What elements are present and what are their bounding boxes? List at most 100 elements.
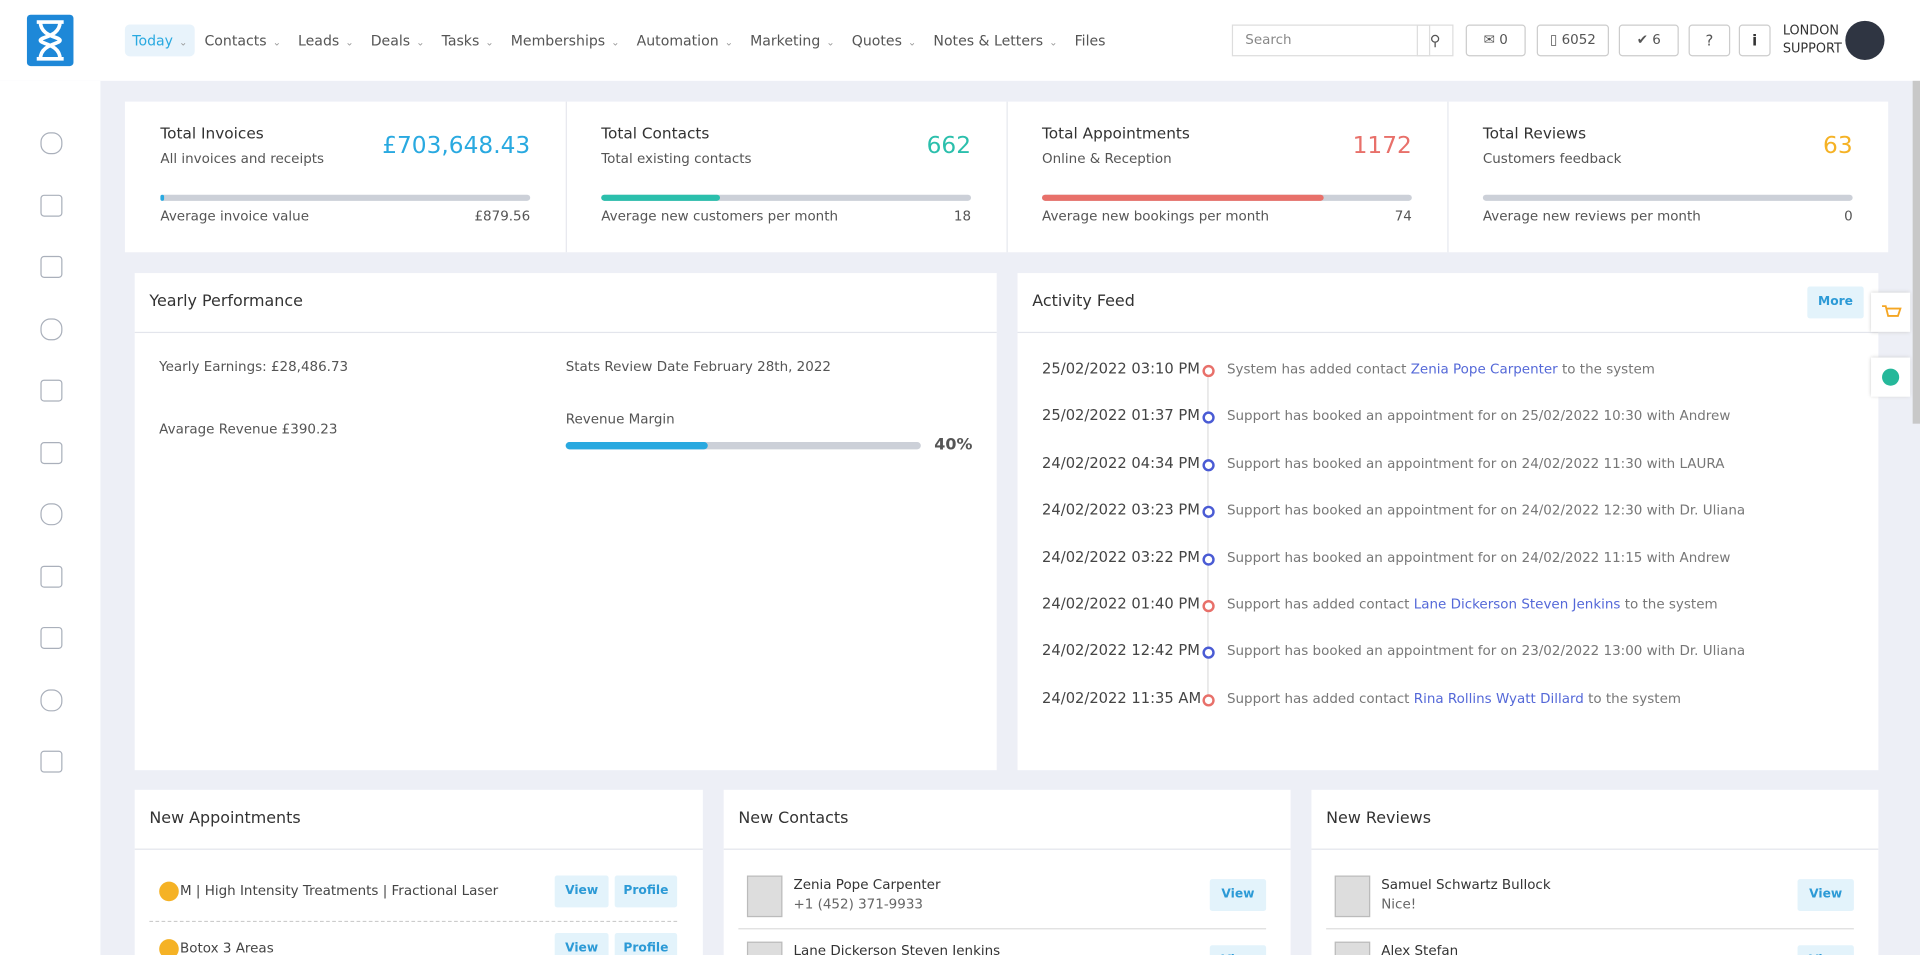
user-name: SUPPORT xyxy=(1783,42,1842,57)
view-button[interactable]: View xyxy=(1210,879,1266,911)
divider xyxy=(1007,102,1008,253)
nav-item[interactable]: Automation⌄ xyxy=(629,24,740,56)
scrollbar xyxy=(1913,81,1920,424)
activity-text: Support has added contact Lane Dickerson… xyxy=(1227,596,1718,612)
stat-subtitle: Customers feedback xyxy=(1483,151,1622,167)
panel-title: Activity Feed xyxy=(1032,293,1135,311)
cart-tab[interactable] xyxy=(1871,293,1910,332)
view-button[interactable]: View xyxy=(1798,879,1854,911)
badge[interactable]: ✉ 0 xyxy=(1466,24,1526,56)
text: to the system xyxy=(1620,596,1717,612)
timeline-dot xyxy=(1202,553,1214,565)
activity-text: Support has booked an appointment for on… xyxy=(1227,643,1745,659)
text: Support has added contact xyxy=(1227,596,1414,612)
text: System has added contact xyxy=(1227,361,1411,377)
activity-time: 24/02/2022 04:34 PM xyxy=(1042,454,1200,471)
stat-foot-value: 18 xyxy=(954,208,971,224)
contact-link[interactable]: Lane Dickerson Steven Jenkins xyxy=(1414,596,1621,612)
badge[interactable]: ✔ 6 xyxy=(1619,24,1679,56)
avatar xyxy=(747,942,783,955)
stat-foot-label: Average invoice value xyxy=(160,208,309,224)
stat-title: Total Invoices xyxy=(160,124,263,142)
activity-panel: Activity Feed More25/02/2022 03:10 PMSys… xyxy=(1018,273,1879,770)
contacts-panel: New ContactsZenia Pope Carpenter+1 (452)… xyxy=(724,790,1291,955)
stat-title: Total Contacts xyxy=(601,124,709,142)
sidebar-icon[interactable] xyxy=(40,689,62,711)
nav-item[interactable]: Today⌄ xyxy=(125,24,195,56)
whatsapp-tab[interactable] xyxy=(1871,358,1910,397)
activity-time: 24/02/2022 03:22 PM xyxy=(1042,548,1200,565)
text: Support has added contact xyxy=(1227,690,1414,706)
info-button[interactable]: i xyxy=(1739,24,1771,56)
profile-button[interactable]: Profile xyxy=(615,876,677,908)
progress-bar xyxy=(160,195,164,201)
activity-time: 24/02/2022 01:40 PM xyxy=(1042,595,1200,612)
logo xyxy=(24,12,75,68)
stat-title: Total Appointments xyxy=(1042,124,1190,142)
nav-item[interactable]: Leads⌄ xyxy=(291,24,361,56)
nav-item[interactable]: Tasks⌄ xyxy=(434,24,501,56)
sidebar-icon[interactable] xyxy=(40,503,62,525)
view-button[interactable]: View xyxy=(555,933,609,955)
stat-foot-value: 0 xyxy=(1844,208,1853,224)
nav-item[interactable]: Quotes⌄ xyxy=(844,24,923,56)
stat-value: £703,648.43 xyxy=(382,132,530,159)
timeline-dot xyxy=(1202,647,1214,659)
progress-track xyxy=(566,442,921,449)
sidebar-icon[interactable] xyxy=(40,132,62,154)
stat-foot-value: 74 xyxy=(1395,208,1412,224)
sidebar-icon[interactable] xyxy=(40,751,62,773)
item-name: Lane Dickerson Steven Jenkins xyxy=(793,943,1000,955)
sidebar-icon[interactable] xyxy=(40,194,62,216)
nav-item[interactable]: Memberships⌄ xyxy=(503,24,626,56)
nav-item[interactable]: Files xyxy=(1067,24,1113,56)
sidebar-icon[interactable] xyxy=(40,627,62,649)
avatar[interactable] xyxy=(1845,21,1884,60)
nav-item[interactable]: Marketing⌄ xyxy=(743,24,842,56)
sidebar-icon[interactable] xyxy=(40,256,62,278)
view-button[interactable]: View xyxy=(1210,945,1266,955)
search-button[interactable]: ⚲ xyxy=(1417,24,1454,56)
progress-bar xyxy=(1042,195,1323,201)
value: 40% xyxy=(934,436,972,454)
nav-item[interactable]: Deals⌄ xyxy=(363,24,431,56)
panel-title: New Contacts xyxy=(738,809,848,827)
sidebar-icon[interactable] xyxy=(40,318,62,340)
sidebar-icon[interactable] xyxy=(40,565,62,587)
stat-title: Total Reviews xyxy=(1483,124,1586,142)
sidebar-icon[interactable] xyxy=(40,380,62,402)
text: Revenue Margin xyxy=(566,411,675,427)
stat-value: 1172 xyxy=(1353,132,1412,159)
contact-link[interactable]: Rina Rollins Wyatt Dillard xyxy=(1414,690,1584,706)
item-detail: Nice! xyxy=(1381,896,1416,912)
view-button[interactable]: View xyxy=(555,876,609,908)
help-button[interactable]: ? xyxy=(1689,24,1731,56)
badge-count: 6 xyxy=(1652,32,1661,48)
yearly-panel: Yearly Performance Yearly Earnings: £28,… xyxy=(135,273,997,770)
contact-link[interactable]: Zenia Pope Carpenter xyxy=(1411,361,1558,377)
badge[interactable]: ▯ 6052 xyxy=(1537,24,1609,56)
divider xyxy=(566,102,567,253)
nav-item[interactable]: Notes & Letters⌄ xyxy=(926,24,1065,56)
status-dot xyxy=(159,882,179,902)
badge-count: 0 xyxy=(1499,32,1508,48)
activity-text: Support has added contact Rina Rollins W… xyxy=(1227,690,1681,706)
text: Yearly Earnings: £28,486.73 xyxy=(159,359,348,375)
search-box[interactable]: Search xyxy=(1232,24,1430,56)
avatar xyxy=(1335,876,1371,918)
profile-button[interactable]: Profile xyxy=(615,933,677,955)
progress-track xyxy=(601,195,971,201)
nav-item[interactable]: Contacts⌄ xyxy=(197,24,288,56)
view-button[interactable]: View xyxy=(1798,945,1854,955)
more-button[interactable]: More xyxy=(1807,287,1863,319)
reviews-panel: New ReviewsSamuel Schwartz BullockNice!V… xyxy=(1311,790,1878,955)
avatar xyxy=(747,876,783,918)
user-name: LONDON xyxy=(1783,23,1839,38)
text: Support has booked an appointment for on… xyxy=(1227,408,1730,424)
stat-subtitle: All invoices and receipts xyxy=(160,151,324,167)
sidebar-icon[interactable] xyxy=(40,441,62,463)
separator xyxy=(1326,928,1854,929)
text: Support has booked an appointment for on… xyxy=(1227,455,1724,471)
